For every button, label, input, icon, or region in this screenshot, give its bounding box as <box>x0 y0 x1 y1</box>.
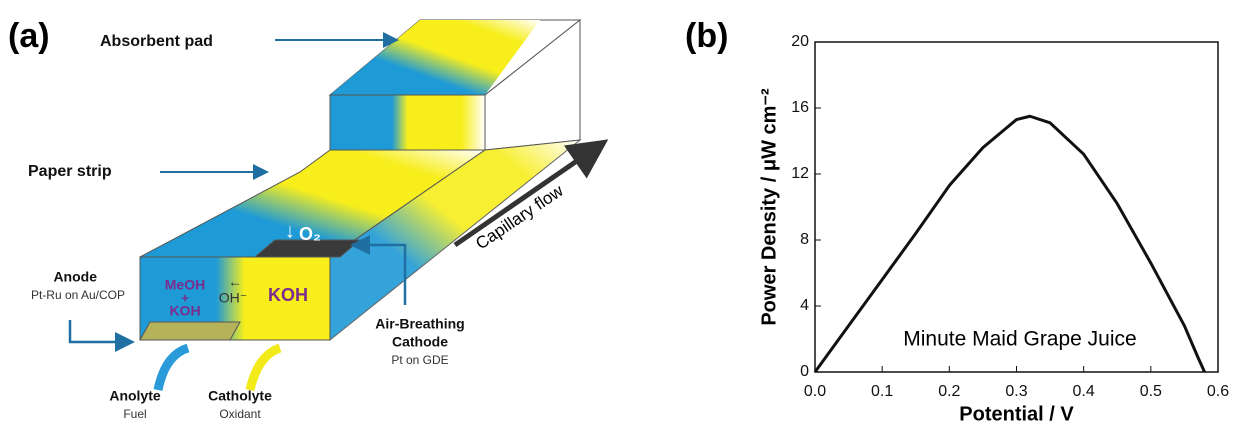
y-tick-label: 0 <box>800 363 809 380</box>
x-tick-label: 0.2 <box>938 383 960 400</box>
label: + <box>181 290 189 305</box>
label: Pt-Ru on Au/COP <box>31 288 125 302</box>
label: Pt on GDE <box>391 353 448 367</box>
y-tick-label: 4 <box>800 297 809 314</box>
label: Catholyte <box>208 388 272 404</box>
x-axis-title: Potential / V <box>959 403 1074 425</box>
label: Paper strip <box>28 163 112 180</box>
x-tick-label: 0.4 <box>1073 383 1095 400</box>
label: Anode <box>53 269 97 285</box>
label: ↓ <box>285 220 295 242</box>
label: Cathode <box>392 334 448 350</box>
y-tick-label: 12 <box>791 165 809 182</box>
label: Fuel <box>123 407 146 421</box>
panel-label: (b) <box>685 17 728 55</box>
panel-label: (a) <box>8 17 50 55</box>
y-tick-label: 16 <box>791 99 809 116</box>
y-tick-label: 8 <box>800 231 809 248</box>
y-tick-label: 20 <box>791 33 809 50</box>
label: Air-Breathing <box>375 316 464 332</box>
x-tick-label: 0.5 <box>1140 383 1162 400</box>
label: O₂ <box>299 224 321 244</box>
label: Oxidant <box>219 407 261 421</box>
x-tick-label: 0.1 <box>871 383 893 400</box>
label: Anolyte <box>109 388 161 404</box>
diagram <box>68 18 609 392</box>
label: KOH <box>169 303 200 319</box>
y-axis-title: Power Density / μW cm⁻² <box>758 88 780 326</box>
label: Absorbent pad <box>100 33 213 50</box>
x-tick-label: 0.0 <box>804 383 826 400</box>
label: ← <box>228 274 242 290</box>
plot-frame <box>814 41 1219 373</box>
label: MeOH <box>165 277 205 293</box>
x-tick-label: 0.6 <box>1207 383 1229 400</box>
label: KOH <box>268 285 308 305</box>
chart: (b) 0.0 0.1 0.2 0.3 0.4 0.5 0.6 0 4 8 12 16 20 Potenti… <box>685 17 1229 425</box>
x-tick-label: 0.3 <box>1005 383 1027 400</box>
label: OH⁻ <box>219 290 247 306</box>
data-line <box>813 114 1206 373</box>
annotation: Minute Maid Grape Juice <box>903 328 1136 351</box>
